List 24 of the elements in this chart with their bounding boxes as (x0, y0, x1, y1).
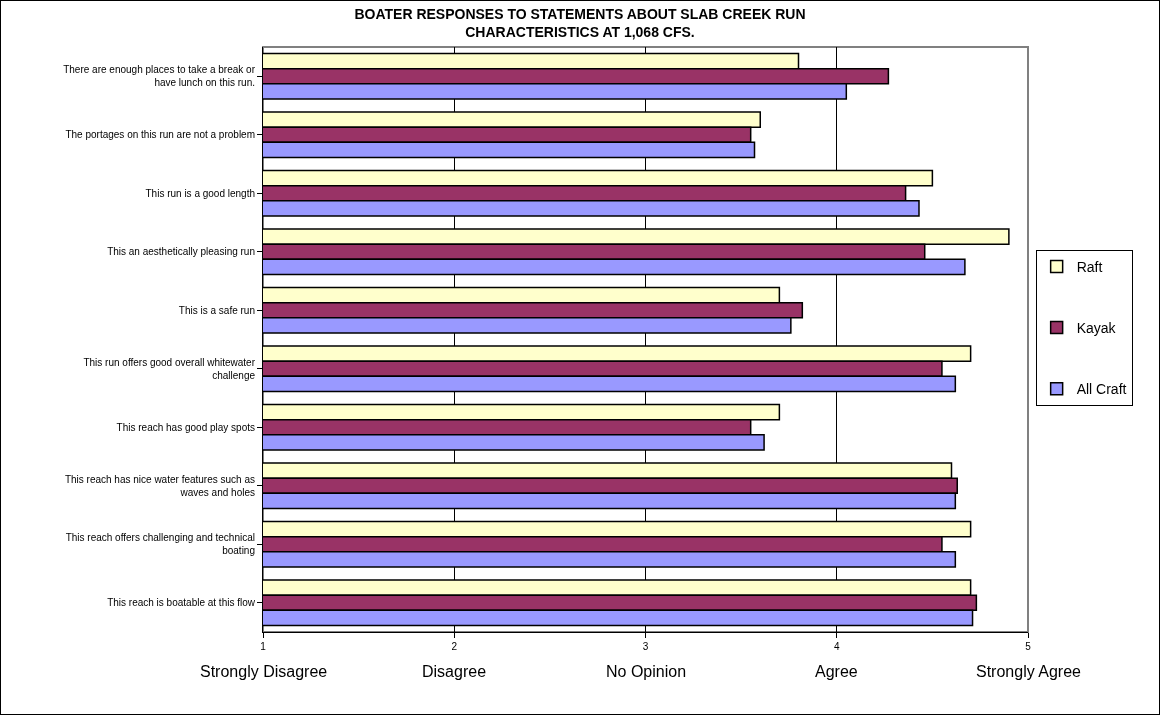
y-tick-label: This is a safe run (178, 304, 255, 316)
chart-title: BOATER RESPONSES TO STATEMENTS ABOUT SLAB CREEK RUN CHARACTERISTICS AT 1,068 CFS. (354, 5, 806, 41)
y-tick-label: This reach has nice water features such as waves and holes (64, 473, 255, 498)
text: Strongly Disagree (200, 663, 328, 680)
x-tick-label: 5 (1025, 641, 1032, 652)
text: Disagree (422, 663, 487, 680)
x-tick-label: 2 (451, 641, 458, 652)
x-tick-label: 3 (642, 641, 649, 652)
y-tick-label: There are enough places to take a break or have lunch on this run. (63, 64, 256, 89)
x-tick-label: 1 (260, 641, 267, 652)
y-tick-label: This run offers good overall whitewater challenge (83, 356, 256, 381)
legend-label: Kayak (1076, 320, 1117, 337)
y-tick-label: This reach offers challenging and technical boating (65, 532, 255, 557)
y-tick-label: This reach is boatable at this flow (107, 597, 256, 609)
x-tick-label: 4 (833, 641, 840, 652)
legend-label: Raft (1076, 258, 1103, 275)
text: Agree (815, 663, 858, 680)
y-tick-label: This an aesthetically pleasing run (107, 246, 255, 258)
text: No Opinion (606, 663, 687, 680)
y-tick-label: This run is a good length (145, 187, 255, 199)
text: Strongly Agree (976, 663, 1082, 680)
y-tick-label: This reach has good play spots (116, 421, 255, 433)
legend-label: All Craft (1076, 381, 1127, 398)
y-tick-label: The portages on this run are not a problem (65, 129, 255, 141)
